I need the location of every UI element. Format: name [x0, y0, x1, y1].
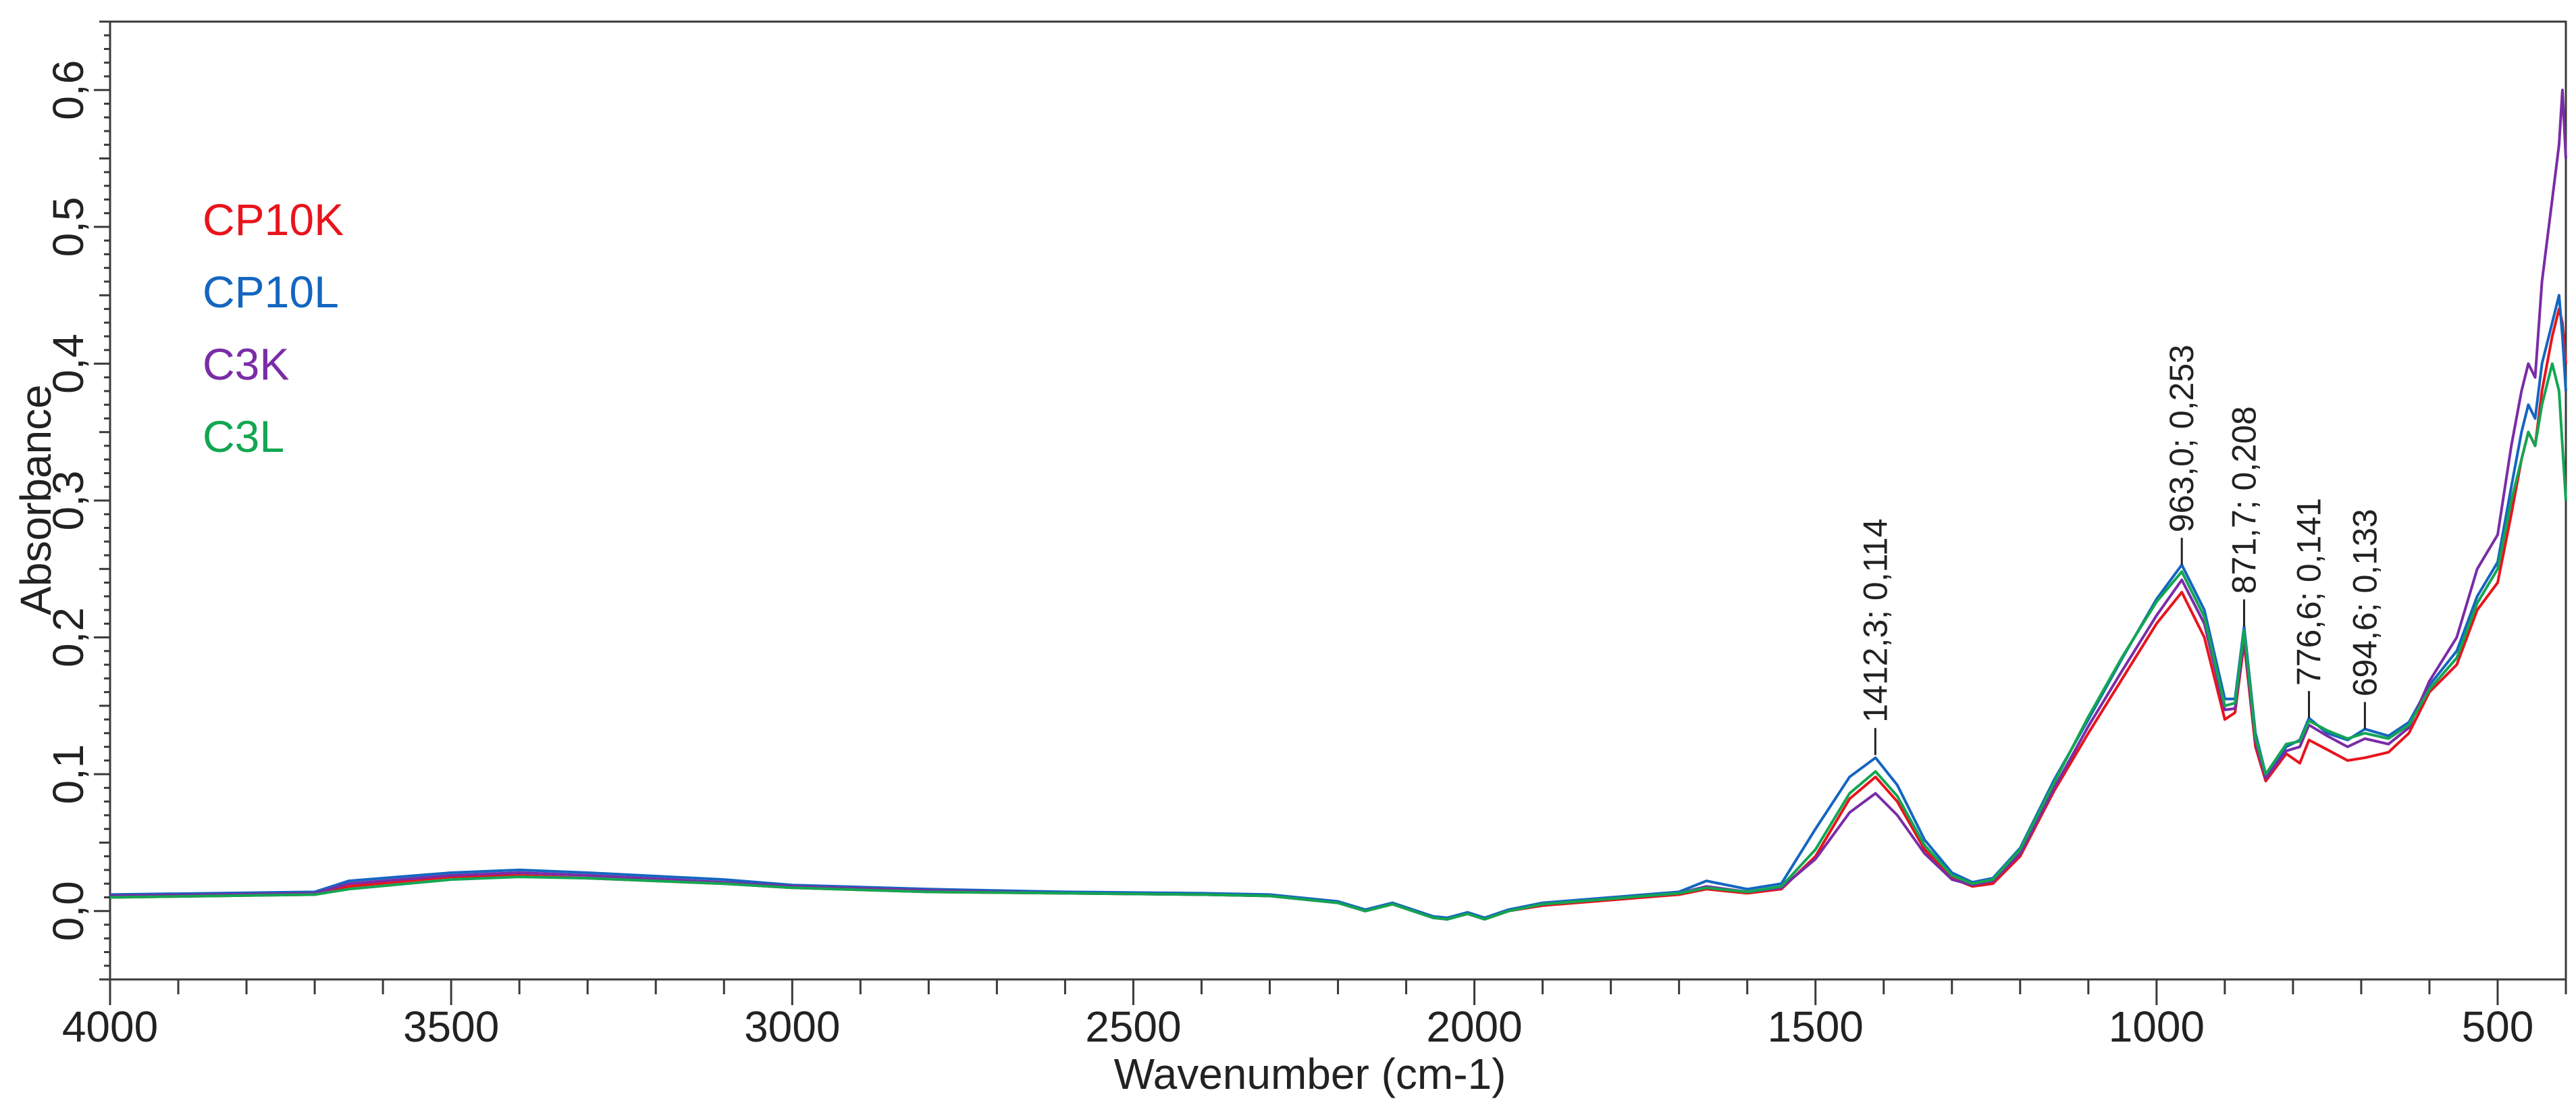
y-tick-label: 0,1: [44, 744, 93, 804]
x-tick-label: 3000: [744, 1002, 840, 1051]
legend-entry-c3l: C3L: [203, 411, 284, 461]
x-tick-label: 500: [2462, 1002, 2534, 1051]
x-tick-label: 1000: [2109, 1002, 2205, 1051]
peak-annotation: 963,0; 0,253: [2163, 344, 2201, 532]
legend-entry-c3k: C3K: [203, 339, 289, 389]
series-line-c3l: [109, 362, 2567, 921]
x-axis-title: Wavenumber (cm-1): [1114, 1050, 1506, 1098]
peak-annotation: 694,6; 0,133: [2346, 509, 2384, 696]
y-tick-label: 0,6: [44, 60, 93, 120]
y-tick-label: 0,0: [44, 881, 93, 941]
peak-annotation: 871,7; 0,208: [2225, 406, 2263, 594]
x-tick-label: 2000: [1426, 1002, 1522, 1051]
x-tick-label: 4000: [62, 1002, 158, 1051]
x-tick-label: 1500: [1768, 1002, 1864, 1051]
legend-entry-cp10l: CP10L: [203, 267, 339, 317]
y-tick-label: 0,5: [44, 197, 93, 257]
series-layer: [109, 88, 2567, 921]
y-tick-label: 0,2: [44, 607, 93, 667]
y-tick-label: 0,4: [44, 334, 93, 394]
y-axis-title: Absorbance: [11, 384, 60, 615]
annotation-layer: 1412,3; 0,114 963,0; 0,253 871,7; 0,208 776…: [1856, 344, 2384, 755]
legend-entry-cp10k: CP10K: [203, 195, 344, 245]
x-axis: 4000 3500 3000 2500 2000 1500 1000 500: [62, 979, 2567, 1051]
peak-annotation: 1412,3; 0,114: [1856, 519, 1894, 723]
legend: CP10K CP10L C3K C3L: [203, 195, 344, 461]
peak-annotation: 776,6; 0,141: [2290, 498, 2328, 686]
x-tick-label: 2500: [1085, 1002, 1181, 1051]
y-tick-label: 0,3: [44, 471, 93, 531]
x-tick-label: 3500: [403, 1002, 499, 1051]
y-axis: 0,0 0,1 0,2 0,3 0,4 0,5 0,6: [44, 20, 110, 981]
